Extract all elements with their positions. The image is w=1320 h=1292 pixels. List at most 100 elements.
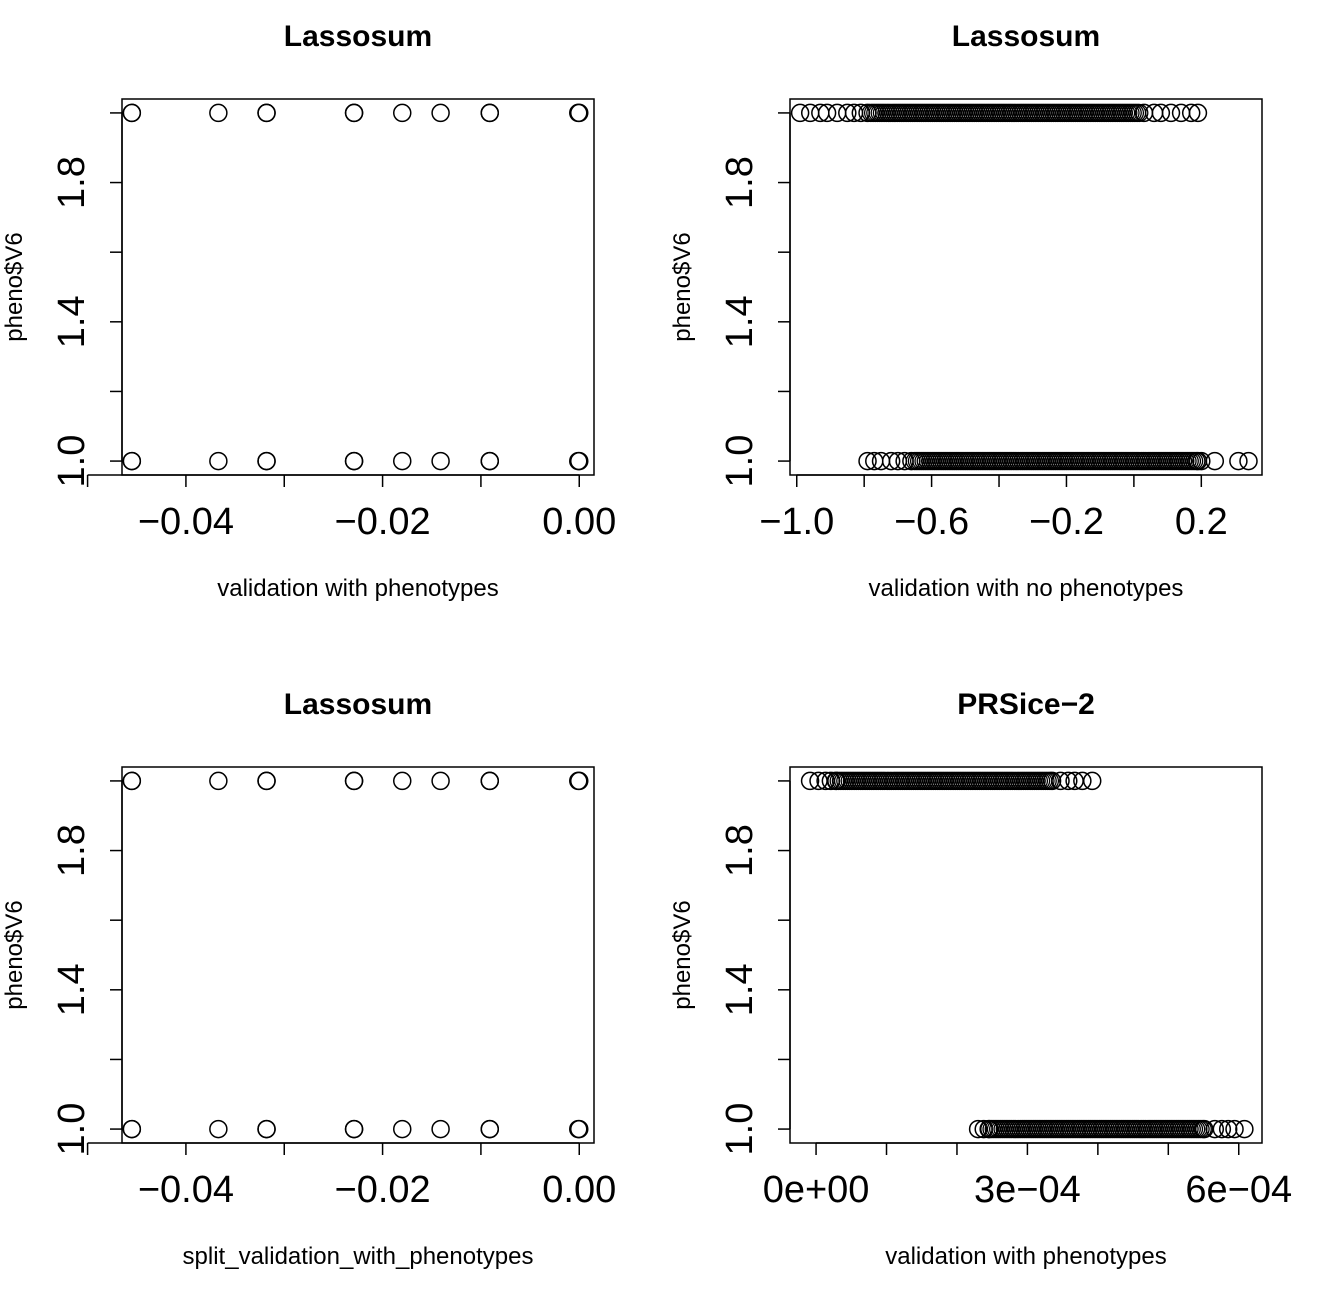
panel-2-ticks: −1.0 −0.6 −0.2 0.2 1.0 1.4 1.8 xyxy=(719,112,1228,543)
data-point xyxy=(257,1119,276,1139)
data-point xyxy=(979,1119,998,1139)
panel-2-y-axis-label: pheno$V6 xyxy=(669,232,696,341)
y-tick-label: 1.0 xyxy=(51,1103,93,1156)
panel-1-plot-frame xyxy=(121,98,595,476)
panel-3-x-axis-label: split_validation_with_phenotypes xyxy=(183,1243,534,1270)
y-tick-label: 1.8 xyxy=(719,156,761,209)
data-point xyxy=(790,103,810,123)
data-point xyxy=(431,103,450,123)
data-point xyxy=(393,451,412,471)
panel-1-x-axis-label: validation with phenotypes xyxy=(217,575,499,602)
panel-3: Lassosum −0.04 −0.02 0.00 1.0 1.4 1.8 split_v… xyxy=(1,688,616,1270)
panel-4-ticks: 0e+00 3e−04 6e−04 1.0 1.4 1.8 xyxy=(719,780,1292,1211)
data-point xyxy=(431,1119,450,1139)
data-point xyxy=(344,103,364,123)
data-point xyxy=(257,771,276,791)
data-point xyxy=(888,451,908,471)
y-tick-label: 1.0 xyxy=(719,435,761,488)
data-point xyxy=(1225,1119,1244,1139)
y-tick-label: 1.4 xyxy=(719,963,761,1016)
data-point xyxy=(838,103,857,123)
data-point xyxy=(209,771,228,791)
panel-2-points xyxy=(790,103,1258,471)
panel-1-title: Lassosum xyxy=(284,20,432,53)
x-tick-label: −0.2 xyxy=(1029,501,1104,543)
data-point xyxy=(1151,103,1171,123)
data-point xyxy=(480,451,500,471)
data-point xyxy=(344,451,364,471)
data-point xyxy=(257,451,276,471)
data-point xyxy=(821,771,841,791)
y-tick-label: 1.8 xyxy=(51,824,93,877)
panel-4-y-axis-label: pheno$V6 xyxy=(669,900,696,1009)
x-tick-label: 0.2 xyxy=(1175,501,1228,543)
data-point xyxy=(431,451,450,471)
data-point xyxy=(393,771,412,791)
data-point xyxy=(1229,451,1248,471)
data-point xyxy=(1218,1119,1238,1139)
y-tick-label: 1.0 xyxy=(51,435,93,488)
x-tick-label: 0.00 xyxy=(542,1169,616,1211)
panel-1-ticks: −0.04 −0.02 0.00 1.0 1.4 1.8 xyxy=(51,112,616,543)
panel-4-plot-frame xyxy=(789,766,1263,1144)
data-point xyxy=(1171,103,1191,123)
panel-3-title: Lassosum xyxy=(284,688,432,721)
data-point xyxy=(1188,103,1208,123)
data-point xyxy=(858,451,877,471)
y-tick-label: 1.4 xyxy=(51,963,93,1016)
data-point xyxy=(1205,1119,1225,1139)
x-tick-label: −0.02 xyxy=(335,501,431,543)
panel-1-points xyxy=(122,103,589,471)
data-point xyxy=(851,103,871,123)
data-point xyxy=(431,771,450,791)
data-point xyxy=(1235,1119,1254,1139)
data-point xyxy=(902,451,921,471)
panel-3-plot-frame xyxy=(121,766,595,1144)
data-point xyxy=(1205,451,1225,471)
data-point xyxy=(1059,771,1078,791)
data-point xyxy=(826,771,846,791)
data-point xyxy=(570,103,589,123)
panel-3-points xyxy=(122,771,589,1139)
panel-2-x-axis-label: validation with no phenotypes xyxy=(869,575,1184,602)
x-tick-label: −0.6 xyxy=(894,501,969,543)
data-point xyxy=(858,103,877,123)
x-tick-label: 0.00 xyxy=(542,501,616,543)
data-point xyxy=(974,1119,993,1139)
data-point xyxy=(1161,103,1181,123)
panel-4-x-axis-label: validation with phenotypes xyxy=(885,1243,1167,1270)
data-point xyxy=(122,451,142,471)
y-tick-label: 1.4 xyxy=(51,295,93,348)
panel-1: Lassosum −0.04 −0.02 0.00 1.0 1.4 1.8 validat… xyxy=(1,20,616,602)
data-point xyxy=(800,771,820,791)
x-tick-label: −0.04 xyxy=(138,1169,234,1211)
y-tick-label: 1.8 xyxy=(51,156,93,209)
panel-2-plot-frame xyxy=(789,98,1263,476)
data-point xyxy=(393,1119,412,1139)
data-point xyxy=(393,103,412,123)
data-point xyxy=(570,451,589,471)
panel-2-title: Lassosum xyxy=(952,20,1100,53)
panel-4: PRSice−2 0e+00 3e−04 6e−04 1.0 1.4 1.8 valida… xyxy=(669,688,1292,1270)
data-point xyxy=(817,103,837,123)
y-tick-label: 1.4 xyxy=(719,295,761,348)
x-tick-label: 3e−04 xyxy=(974,1169,1081,1211)
panel-3-y-axis-label: pheno$V6 xyxy=(1,900,28,1009)
data-point xyxy=(209,451,228,471)
data-point xyxy=(1212,1119,1232,1139)
panel-4-points xyxy=(800,771,1254,1139)
x-tick-label: −0.02 xyxy=(335,1169,431,1211)
panel-2: Lassosum −1.0 −0.6 −0.2 0.2 1.0 1.4 1.8 valida… xyxy=(669,20,1263,602)
data-point xyxy=(800,103,820,123)
panel-1-y-axis-label: pheno$V6 xyxy=(1,232,28,341)
data-point xyxy=(1192,451,1211,471)
data-point xyxy=(344,1119,364,1139)
data-point xyxy=(1181,103,1201,123)
y-tick-label: 1.0 xyxy=(719,1103,761,1156)
data-point xyxy=(257,103,276,123)
data-point xyxy=(895,451,914,471)
data-point xyxy=(881,451,901,471)
data-point xyxy=(827,103,847,123)
data-point xyxy=(209,103,228,123)
